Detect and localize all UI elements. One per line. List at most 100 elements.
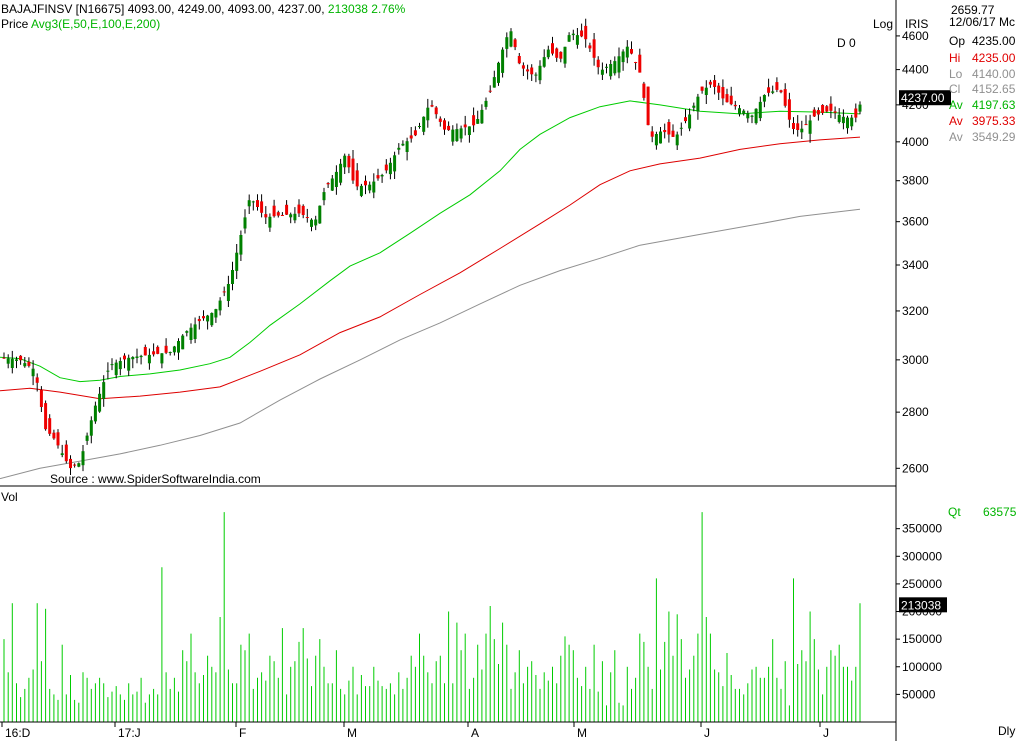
candle-up: [193, 324, 197, 339]
candle-up: [231, 270, 234, 284]
candle-down: [584, 25, 588, 40]
candle-down: [630, 49, 633, 54]
candle-up: [467, 126, 471, 135]
candle-up: [659, 131, 662, 144]
candle-down: [305, 217, 309, 218]
candle-up: [310, 219, 313, 227]
op-value: 4235.00: [972, 34, 1016, 48]
vol-label: Vol: [1, 490, 18, 504]
candle-up: [505, 37, 509, 49]
candle-up: [147, 354, 151, 364]
candle-down: [796, 123, 800, 130]
candle-up: [401, 143, 405, 146]
candle-up: [393, 155, 397, 172]
candle-down: [559, 51, 563, 59]
volume-change: 213038 2.76%: [327, 2, 406, 16]
symbol-line: BAJAJFINSV [N16675] 4093.00, 4249.00, 40…: [1, 2, 325, 16]
candle-down: [272, 205, 276, 217]
candle-down: [202, 316, 205, 319]
candle-up: [181, 335, 185, 350]
candle-up: [160, 353, 164, 364]
candle-up: [314, 219, 318, 226]
candle-up: [476, 119, 480, 124]
candle-up: [609, 64, 613, 77]
candle-down: [280, 215, 284, 216]
candle-up: [289, 214, 293, 218]
op-row: Op: [949, 34, 965, 48]
candle-down: [783, 89, 787, 106]
candle-up: [762, 95, 766, 102]
candle-up: [575, 35, 579, 45]
candle-down: [27, 361, 31, 366]
candle-up: [600, 69, 604, 75]
candle-up: [451, 129, 455, 142]
candle-down: [530, 67, 534, 75]
time-tick-label: M: [347, 726, 357, 740]
candle-up: [102, 382, 106, 399]
time-tick-label: J: [823, 726, 829, 740]
candle-down: [35, 377, 39, 383]
candle-down: [355, 170, 359, 187]
candle-up: [85, 435, 89, 441]
candle-up: [135, 356, 139, 358]
candle-up: [118, 361, 122, 370]
candle-up: [746, 113, 750, 119]
candle-up: [455, 129, 459, 141]
candle-up: [210, 313, 214, 326]
candle-down: [708, 81, 712, 85]
candle-down: [526, 69, 530, 72]
candle-up: [621, 51, 625, 63]
candle-up: [696, 96, 700, 112]
candle-up: [758, 101, 762, 119]
candle-down: [825, 106, 829, 112]
candle-up: [388, 162, 392, 175]
candle-down: [667, 122, 671, 135]
candle-up: [567, 35, 571, 42]
candle-down: [812, 109, 816, 117]
candle-down: [700, 86, 704, 91]
volume-tick-label: 300000: [902, 549, 942, 563]
candle-up: [617, 56, 621, 73]
cl-value: 4152.65: [972, 82, 1016, 96]
av3-value: 3549.29: [972, 130, 1016, 144]
candle-down: [642, 83, 646, 98]
candle-up: [235, 252, 239, 271]
candle-down: [804, 124, 808, 126]
candle-down: [409, 135, 413, 139]
candle-up: [322, 192, 326, 201]
candle-up: [808, 120, 812, 134]
iris-label[interactable]: IRIS: [905, 17, 929, 31]
candle-down: [384, 164, 388, 171]
candle-up: [172, 346, 176, 353]
candle-up: [542, 57, 546, 67]
candle-up: [23, 363, 27, 367]
candle-up: [368, 184, 372, 191]
candle-up: [6, 358, 10, 364]
candle-up: [318, 205, 322, 224]
candle-down: [19, 355, 23, 361]
candle-up: [846, 117, 849, 129]
candle-down: [638, 54, 642, 73]
price-tick-label: 4400: [902, 63, 929, 77]
log-label[interactable]: Log: [873, 17, 894, 31]
time-tick-label: J: [704, 726, 710, 740]
hi-label: Hi: [949, 51, 961, 65]
candle-up: [675, 134, 679, 146]
candle-up: [226, 284, 230, 301]
dly-label[interactable]: Dly: [998, 724, 1016, 738]
top-value: 2659.77: [951, 3, 995, 17]
last-price-box: [899, 90, 951, 106]
candle-up: [131, 357, 135, 360]
candle-up: [800, 128, 804, 133]
candle-up: [177, 341, 180, 353]
candle-up: [850, 117, 854, 127]
candle-down: [521, 65, 525, 69]
candle-down: [829, 103, 833, 111]
last-volume-box: [899, 597, 947, 613]
price-tick-label: 2600: [902, 461, 929, 475]
volume-tick-label: 100000: [902, 660, 942, 674]
candle-up: [60, 453, 64, 455]
candle-down: [588, 45, 592, 49]
candle-down: [256, 200, 259, 207]
candle-down: [326, 183, 330, 185]
